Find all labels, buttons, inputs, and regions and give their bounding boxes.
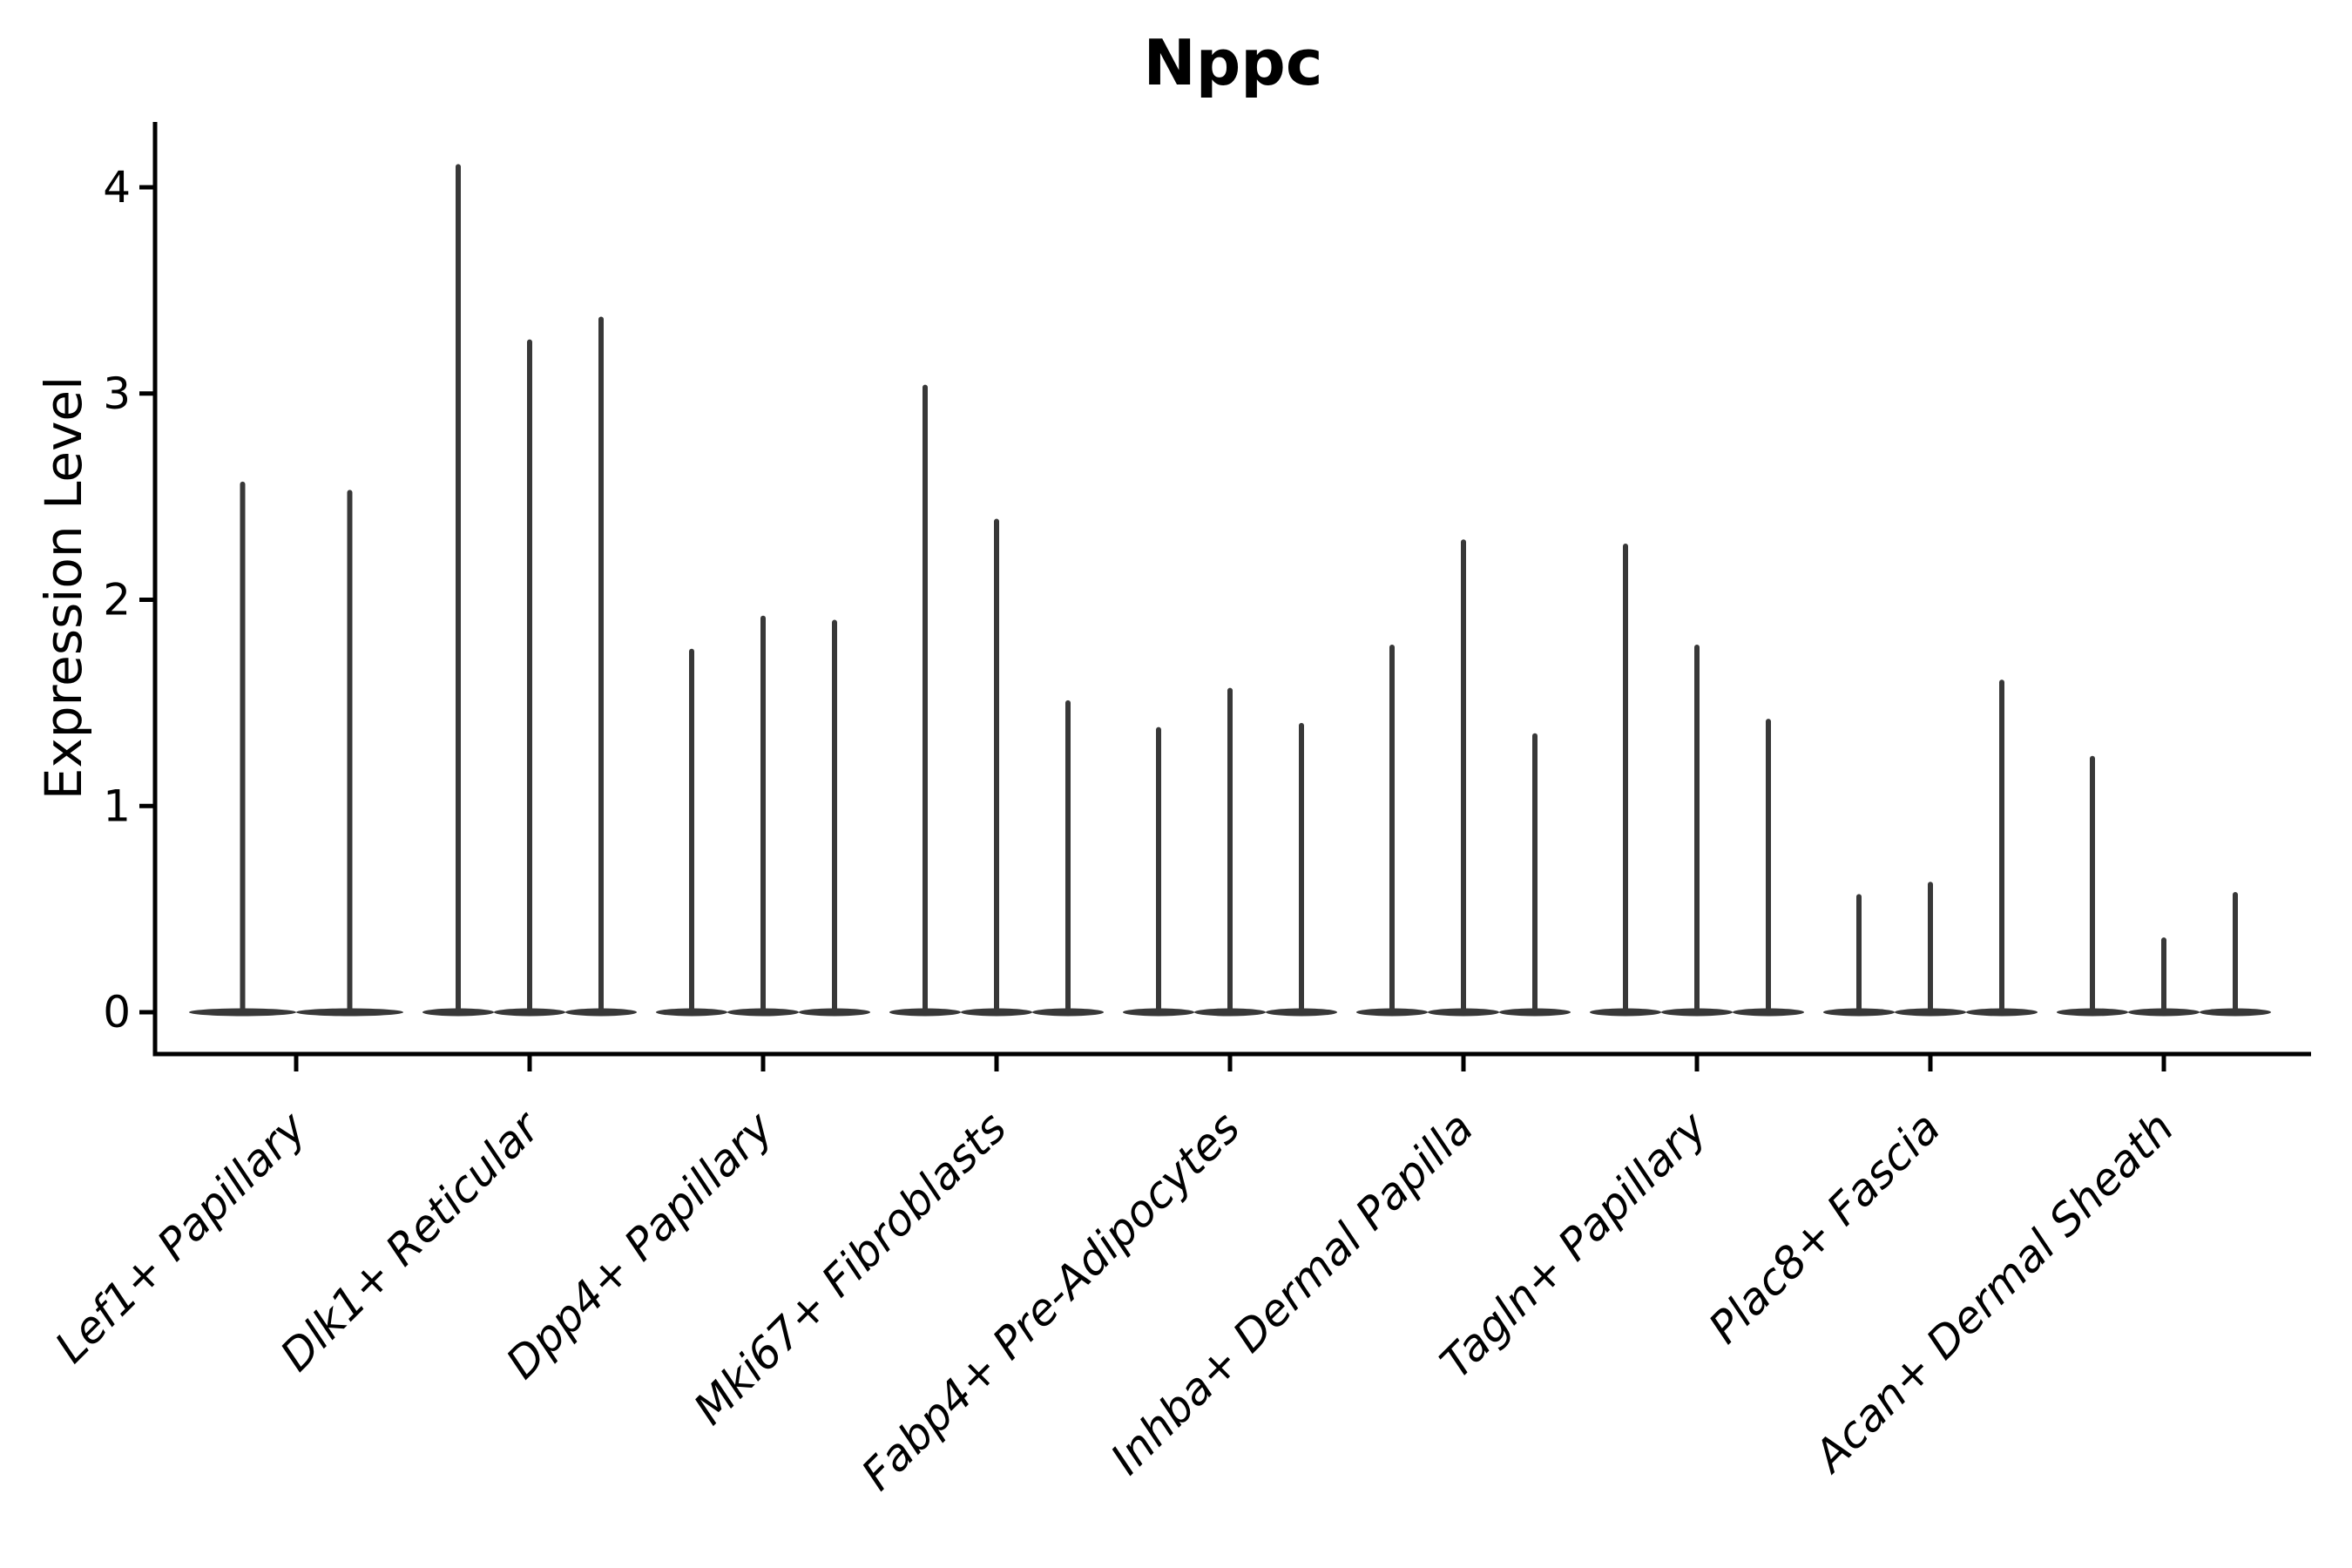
- y-axis-label: Expression Level: [34, 375, 93, 801]
- y-tick-label: 2: [103, 575, 131, 625]
- y-tick-label: 4: [103, 162, 131, 213]
- x-tick-label: Fabp4+ Pre-Adipocytes: [852, 1102, 1250, 1500]
- x-tick-label: Dlk1+ Reticular: [271, 1100, 551, 1381]
- chart-title: Nppc: [1143, 26, 1323, 99]
- y-tick-label: 1: [103, 781, 131, 831]
- x-tick-label: Plac8+ Fascia: [1700, 1102, 1950, 1353]
- y-tick-label: 3: [103, 368, 131, 419]
- x-tick-label: Lef1+ Papillary: [45, 1101, 316, 1372]
- y-tick-label: 0: [103, 987, 131, 1037]
